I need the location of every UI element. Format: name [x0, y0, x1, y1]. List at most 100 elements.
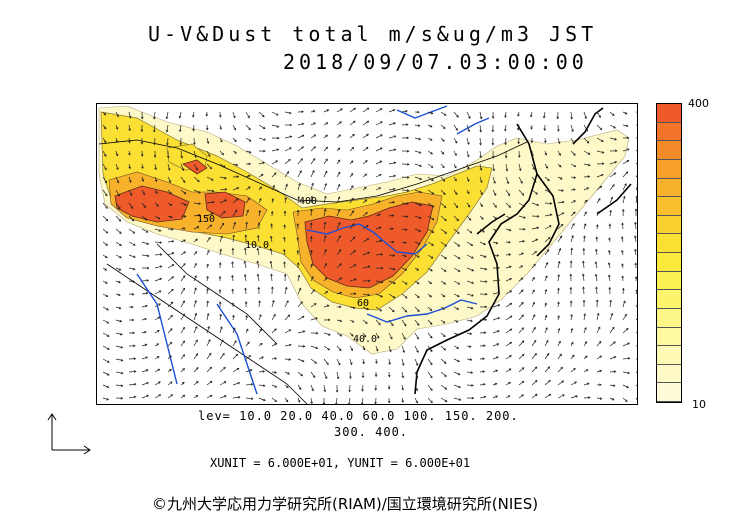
wind-vector — [284, 358, 291, 360]
wind-vector — [102, 215, 108, 222]
wind-vector-head — [573, 211, 576, 215]
wind-vector-head — [263, 398, 266, 402]
wind-vector-head — [391, 227, 394, 231]
wind-vector — [167, 328, 173, 334]
wind-vector-head — [607, 274, 611, 278]
wind-vector — [427, 384, 433, 391]
wind-vector-head — [311, 388, 314, 392]
wind-vector-head — [543, 128, 547, 131]
wind-vector — [427, 124, 433, 128]
wind-vector — [492, 279, 500, 282]
wind-vector-head — [557, 141, 561, 145]
wind-vector-head — [328, 333, 331, 336]
wind-vector-head — [431, 217, 435, 221]
wind-vector-head — [470, 319, 473, 323]
wind-vector — [388, 319, 394, 326]
wind-vector — [362, 319, 368, 324]
wind-vector-head — [595, 236, 599, 239]
wind-vector — [193, 381, 199, 386]
wind-vector-head — [244, 234, 248, 237]
wind-vector — [102, 358, 110, 363]
wind-vector — [336, 345, 342, 351]
wind-vector-head — [258, 209, 262, 213]
wind-vector-head — [455, 333, 459, 336]
wind-vector-head — [297, 400, 301, 403]
wind-vector — [492, 202, 497, 208]
wind-vector — [154, 316, 160, 321]
wind-vector-head — [443, 334, 446, 338]
wind-vector-head — [509, 341, 513, 345]
wind-vector-head — [349, 376, 352, 379]
wind-vector-head — [608, 223, 612, 226]
wind-vector — [518, 394, 524, 399]
wind-vector — [505, 328, 512, 334]
wind-vector-head — [154, 179, 158, 183]
wind-vector — [530, 111, 533, 117]
wind-vector — [375, 174, 382, 178]
wind-vector — [310, 397, 313, 404]
wind-vector-head — [259, 314, 262, 317]
wind-vector — [531, 380, 538, 386]
wind-vector-head — [142, 192, 145, 196]
wind-vector — [557, 274, 560, 282]
wind-vector-head — [485, 292, 488, 296]
wind-vector-head — [339, 305, 342, 309]
wind-vector — [634, 249, 637, 256]
color-scale-step — [657, 178, 681, 198]
wind-vector-head — [350, 348, 353, 351]
wind-vector — [349, 185, 354, 191]
wind-vector — [245, 341, 250, 347]
wind-vector — [544, 150, 547, 156]
wind-vector — [596, 326, 601, 334]
wind-vector — [622, 397, 628, 402]
wind-vector — [453, 319, 459, 323]
wind-vector-head — [595, 299, 599, 302]
wind-vector — [270, 236, 273, 243]
wind-vector — [440, 150, 444, 155]
wind-vector-head — [194, 251, 198, 254]
wind-vector — [167, 289, 174, 295]
wind-vector — [362, 212, 368, 217]
wind-vector-head — [270, 223, 273, 226]
wind-vector — [570, 235, 574, 243]
wind-vector — [505, 254, 511, 256]
wind-vector-head — [171, 288, 174, 292]
contour-label: 60 — [357, 298, 369, 309]
wind-vector — [401, 358, 404, 366]
wind-vector-head — [430, 165, 434, 168]
wind-vector — [622, 183, 627, 191]
wind-vector — [193, 150, 197, 158]
wind-vector — [518, 163, 521, 171]
wind-vector — [414, 202, 422, 206]
wind-vector — [453, 306, 459, 310]
wind-vector — [518, 202, 525, 207]
wind-vector-head — [335, 390, 339, 393]
wind-vector-head — [508, 216, 512, 220]
wind-vector-head — [392, 254, 396, 257]
wind-vector-head — [468, 116, 471, 119]
wind-vector — [414, 189, 422, 193]
wind-vector-head — [625, 171, 629, 174]
wind-vector — [479, 371, 485, 373]
wind-vector — [310, 170, 315, 178]
wind-vector-head — [520, 181, 523, 184]
contour-levels-cont: 300. 400. — [334, 425, 409, 439]
wind-vector-head — [107, 347, 110, 350]
wind-vector-head — [601, 173, 604, 177]
wind-vector-head — [275, 160, 279, 163]
wind-vector — [622, 124, 628, 127]
wind-vector-head — [610, 196, 614, 200]
wind-vector — [310, 183, 314, 191]
wind-vector-head — [624, 183, 627, 186]
wind-vector-head — [496, 254, 500, 257]
wind-vector — [102, 306, 109, 311]
wind-vector-head — [467, 142, 470, 145]
wind-vector — [284, 397, 289, 403]
wind-vector-head — [416, 281, 420, 285]
wind-vector-head — [623, 300, 626, 304]
wind-vector — [154, 215, 160, 220]
wind-vector-head — [406, 136, 410, 140]
wind-vector — [440, 319, 446, 324]
wind-vector — [257, 235, 260, 243]
wind-vector — [609, 161, 617, 165]
